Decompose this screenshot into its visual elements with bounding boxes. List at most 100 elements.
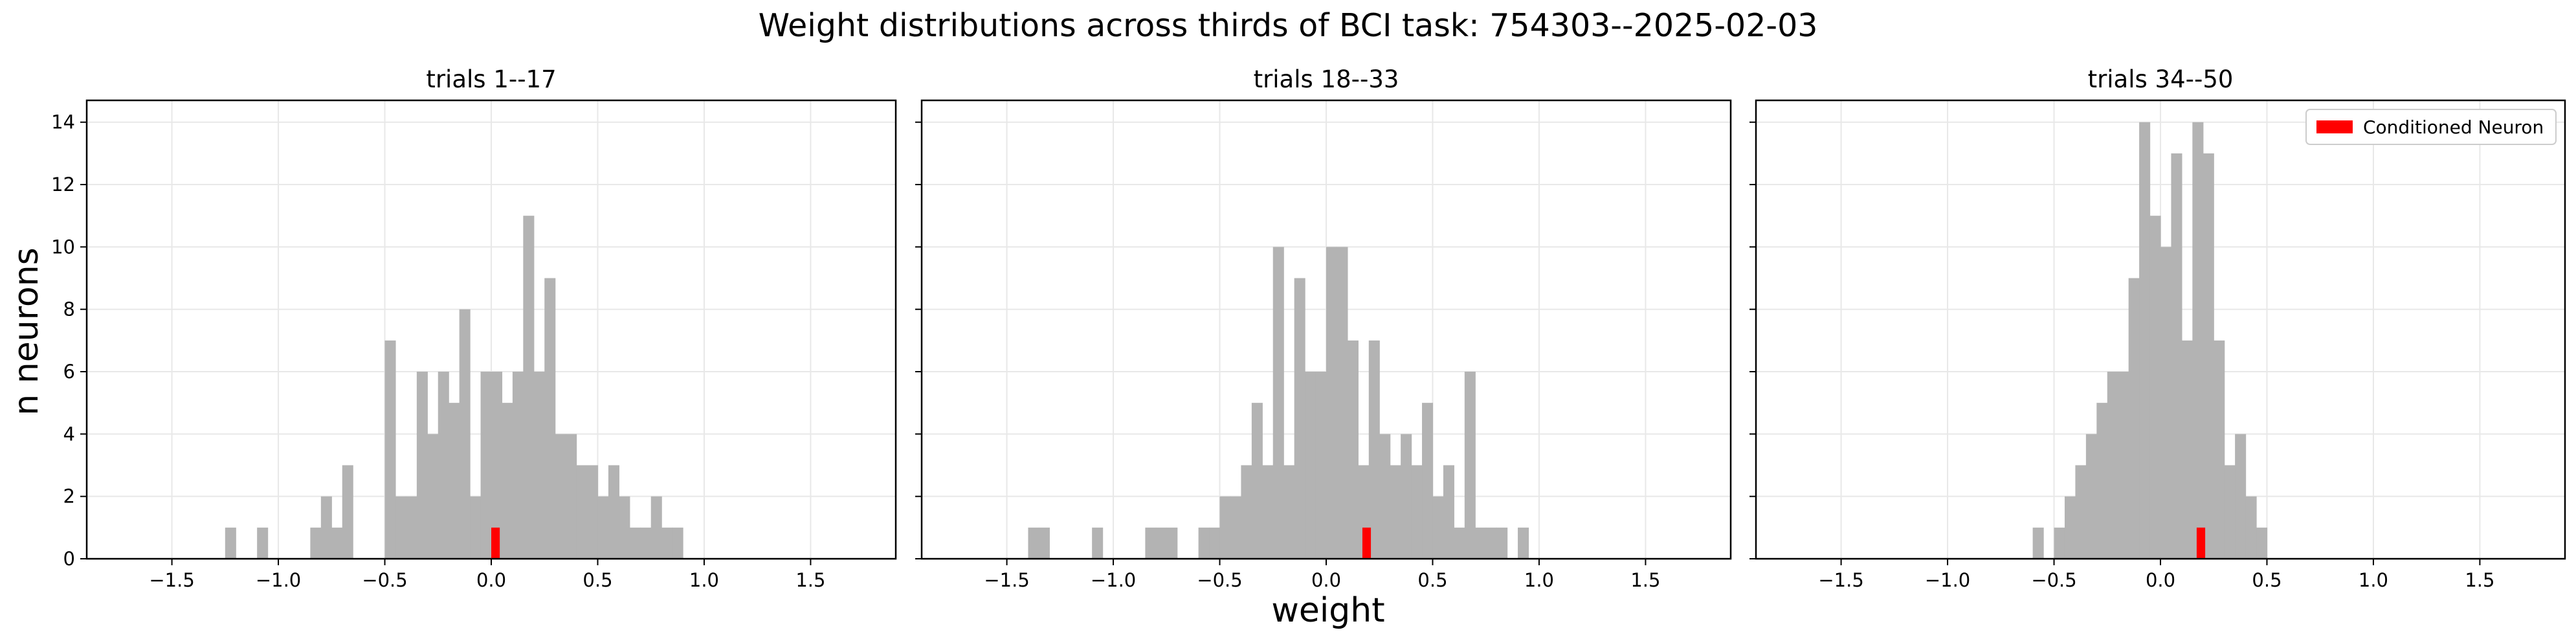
histogram-bar bbox=[576, 465, 588, 559]
histogram-bar bbox=[2118, 372, 2129, 559]
histogram-bar bbox=[1454, 527, 1465, 559]
histogram-bar bbox=[2235, 434, 2247, 559]
x-tick-label: 1.5 bbox=[1630, 569, 1660, 591]
histogram-bar bbox=[1294, 278, 1305, 559]
x-tick-label: 0.0 bbox=[1311, 569, 1341, 591]
y-tick-label: 8 bbox=[63, 298, 75, 320]
x-tick-label: 1.5 bbox=[795, 569, 825, 591]
histogram-bar bbox=[320, 496, 332, 559]
histogram-bar bbox=[512, 372, 524, 559]
figure-suptitle: Weight distributions across thirds of BC… bbox=[759, 7, 1818, 44]
histogram-bar bbox=[1443, 465, 1454, 559]
histogram-bar bbox=[1368, 340, 1380, 559]
subplot-3: trials 34--50 −1.5 −1.0 −0.5 0.0 0.5 1.0 1.5 Con… bbox=[1749, 65, 2566, 591]
y-axis-label: n neurons bbox=[7, 247, 46, 416]
histogram-bar bbox=[438, 372, 449, 559]
x-tick-label: 0.0 bbox=[476, 569, 506, 591]
histogram-bar bbox=[2128, 278, 2140, 559]
y-tick-label: 0 bbox=[63, 548, 75, 570]
legend-swatch bbox=[2316, 120, 2353, 133]
histogram-bar bbox=[619, 496, 630, 559]
histogram-bar bbox=[1432, 496, 1444, 559]
y-tick-label: 4 bbox=[63, 423, 75, 445]
histogram-bar bbox=[1092, 527, 1104, 559]
histogram-bar bbox=[533, 372, 545, 559]
histogram-bar bbox=[1390, 465, 1401, 559]
histogram-bar bbox=[480, 372, 492, 559]
y-tick-label: 10 bbox=[51, 236, 75, 258]
histogram-bar bbox=[1475, 527, 1487, 559]
histogram-bar bbox=[661, 527, 673, 559]
histogram-bar bbox=[331, 527, 343, 559]
histogram-bar bbox=[1337, 247, 1348, 559]
histogram-bar bbox=[2064, 496, 2076, 559]
histogram-bar bbox=[1305, 372, 1316, 559]
histogram-bar bbox=[672, 527, 683, 559]
histogram-bar bbox=[1272, 247, 1284, 559]
histogram-bar bbox=[1496, 527, 1508, 559]
histogram-bar bbox=[640, 527, 652, 559]
histogram-bar bbox=[2149, 216, 2161, 559]
histogram-bar bbox=[629, 527, 641, 559]
histogram-bar bbox=[2085, 434, 2097, 559]
histogram-bar bbox=[2245, 496, 2257, 559]
histogram-bar bbox=[1198, 527, 1210, 559]
histogram-bar bbox=[257, 527, 269, 559]
histogram-bar bbox=[1411, 465, 1423, 559]
x-tick-label: 1.0 bbox=[1524, 569, 1554, 591]
histogram-bar bbox=[2203, 153, 2214, 559]
legend: Conditioned Neuron bbox=[2305, 109, 2557, 145]
x-tick-label: −1.5 bbox=[1818, 569, 1863, 591]
histogram-bar bbox=[427, 434, 439, 559]
histogram-bar bbox=[2224, 465, 2236, 559]
histogram-bar bbox=[2214, 340, 2225, 559]
x-tick-label: 0.5 bbox=[583, 569, 612, 591]
histogram-bar bbox=[1038, 527, 1050, 559]
histogram-bar bbox=[1219, 496, 1231, 559]
histogram-bar bbox=[406, 496, 417, 559]
y-tick-label: 2 bbox=[63, 486, 75, 508]
histogram-bar bbox=[491, 372, 503, 559]
subplot-title: trials 34--50 bbox=[2088, 65, 2234, 93]
histogram-bar bbox=[2032, 527, 2044, 559]
histogram-bar bbox=[459, 309, 471, 559]
histogram-bar bbox=[2107, 372, 2118, 559]
histogram-bar bbox=[310, 527, 322, 559]
subplot-title: trials 18--33 bbox=[1254, 65, 1399, 93]
histogram-bar bbox=[1209, 527, 1221, 559]
subplot-1: trials 1--17 −1.5 −1.0 −0.5 0.0 0.5 1.0 1.5 0 2 4 6… bbox=[51, 65, 897, 591]
x-tick-label: 1.0 bbox=[689, 569, 719, 591]
legend-label: Conditioned Neuron bbox=[2363, 117, 2544, 138]
histogram-bar bbox=[2171, 153, 2182, 559]
histogram-bar bbox=[544, 278, 556, 559]
histogram-bar bbox=[597, 496, 609, 559]
histogram-bar bbox=[1262, 465, 1274, 559]
histogram-bar bbox=[1347, 340, 1359, 559]
x-tick-label: 1.5 bbox=[2465, 569, 2494, 591]
histogram-bar bbox=[2181, 340, 2193, 559]
histogram-bar bbox=[395, 496, 407, 559]
y-tick-label: 6 bbox=[63, 361, 75, 383]
histogram-bar bbox=[2075, 465, 2087, 559]
y-tick-label: 12 bbox=[51, 174, 75, 196]
histogram-bar bbox=[1155, 527, 1167, 559]
subplot-panels: trials 1--17 −1.5 −1.0 −0.5 0.0 0.5 1.0 1.5 0 2 4 6… bbox=[51, 65, 2566, 591]
histogram-bar bbox=[1401, 434, 1412, 559]
conditioned-neuron-bar bbox=[2196, 527, 2206, 559]
histogram-bar bbox=[1145, 527, 1157, 559]
histogram-bar bbox=[1315, 372, 1327, 559]
histogram-bar bbox=[2139, 122, 2151, 559]
histogram-bar bbox=[1518, 527, 1529, 559]
x-axis-label: weight bbox=[1271, 591, 1384, 630]
histogram-bar bbox=[1326, 247, 1338, 559]
x-tick-label: 0.5 bbox=[1417, 569, 1447, 591]
histogram-bar bbox=[1464, 372, 1476, 559]
histogram-bar bbox=[1283, 465, 1295, 559]
x-tick-label: 0.0 bbox=[2146, 569, 2175, 591]
histogram-bar bbox=[1028, 527, 1039, 559]
histogram-bar bbox=[2160, 247, 2172, 559]
histogram-bar bbox=[1251, 403, 1263, 559]
x-tick-label: −1.5 bbox=[984, 569, 1029, 591]
histogram-bar bbox=[2256, 527, 2268, 559]
